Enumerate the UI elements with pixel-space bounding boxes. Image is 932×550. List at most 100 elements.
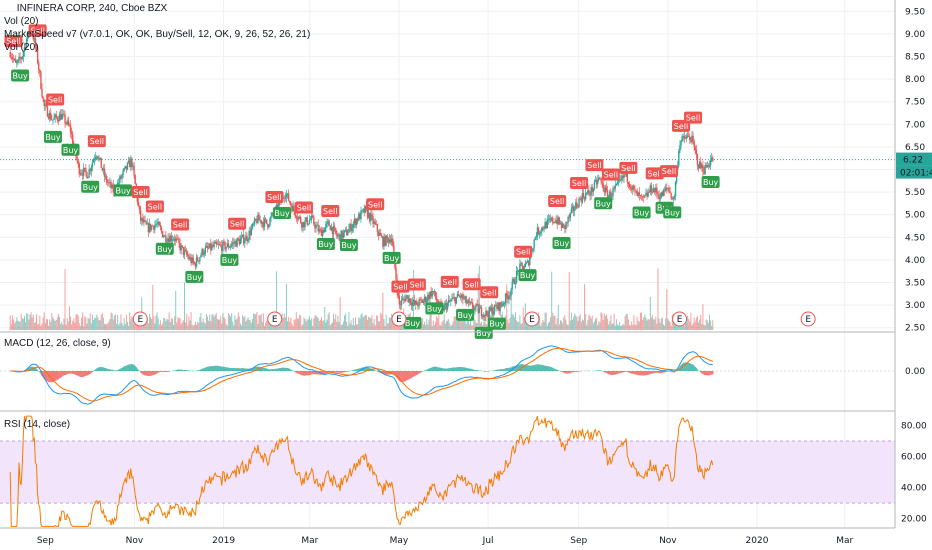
macd-histogram-bar [434, 366, 437, 371]
rsi-title[interactable]: RSI (14, close) [4, 419, 71, 430]
macd-histogram-bar [198, 370, 200, 371]
candle-body [544, 222, 546, 229]
candle-body [96, 156, 98, 158]
candle-body [473, 308, 475, 310]
macd-histogram-bar [98, 367, 100, 371]
buy-signal: Buy [632, 206, 651, 219]
macd-histogram-bar [535, 364, 538, 371]
macd-histogram-bar [633, 371, 635, 375]
time-tick-label: 2019 [212, 536, 235, 546]
volume-bar [292, 325, 294, 330]
candle-body [21, 56, 23, 59]
legend-indicator-marketspeed[interactable]: MarketSpeed v7 (v7.0.1, OK, OK, Buy/Sell… [4, 29, 311, 40]
macd-title[interactable]: MACD (12, 26, close, 9) [4, 338, 111, 349]
candle-body [468, 300, 471, 303]
volume-bar [372, 323, 374, 330]
sell-signal: Sell [659, 165, 678, 178]
candle-body [263, 218, 266, 227]
macd-histogram-bar [130, 364, 132, 371]
signal-label: Sell [686, 114, 700, 123]
candle-body [638, 192, 641, 196]
candle-body [199, 257, 201, 262]
volume-bar [102, 317, 104, 330]
candle-body [170, 235, 173, 241]
candle-body [127, 160, 130, 163]
candle-body [390, 238, 393, 243]
macd-histogram-bar [175, 370, 177, 371]
candle-body [447, 300, 450, 304]
macd-histogram-bar [438, 367, 440, 371]
volume-bar [485, 323, 487, 330]
candle-body [18, 56, 20, 60]
candle-body [558, 217, 561, 224]
buy-signal: Buy [316, 237, 335, 250]
symbol-title[interactable]: ell INFINERA CORP, 240, Cboe BZX [4, 2, 310, 15]
macd-histogram-bar [358, 368, 360, 371]
candle-body [310, 215, 313, 220]
candle-body [592, 188, 595, 192]
macd-histogram-bar [613, 371, 615, 375]
volume-bar [96, 314, 98, 330]
macd-histogram-bar [454, 367, 456, 371]
candle-body [564, 225, 566, 229]
signal-badge [321, 205, 340, 218]
legend-indicator-vol[interactable]: Vol (20) [4, 16, 39, 27]
signal-label: Sell [464, 280, 478, 289]
candle-body [540, 231, 542, 233]
volume-bar [133, 323, 135, 330]
signal-badge [87, 135, 106, 148]
signal-label: Sell [230, 220, 244, 229]
candle-body [584, 193, 587, 200]
volume-bar [225, 324, 227, 330]
macd-histogram-bar [450, 367, 452, 371]
macd-histogram-bar [252, 367, 255, 371]
macd-histogram-bar [315, 371, 317, 375]
candle-body [363, 208, 365, 213]
macd-histogram-bar [618, 371, 621, 374]
candle-body [629, 187, 632, 189]
macd-histogram-bar [205, 367, 208, 371]
macd-histogram-bar [314, 371, 316, 375]
candle-body [689, 136, 691, 140]
signal-badge [474, 326, 493, 339]
volume-bar [705, 319, 707, 330]
volume-bar [124, 323, 126, 330]
candle-body [443, 304, 445, 311]
candle-body [309, 219, 312, 221]
macd-histogram-bar [461, 367, 463, 371]
macd-histogram-bar [107, 368, 109, 371]
volume-bar [638, 321, 640, 330]
volume-bar [565, 319, 567, 330]
candle-body [474, 307, 476, 310]
macd-histogram-bar [126, 365, 129, 371]
candle-body [68, 124, 71, 126]
candle-body [85, 167, 87, 173]
volume-bar [192, 325, 194, 330]
macd-histogram-bar [506, 367, 508, 371]
candle-body [299, 217, 302, 223]
macd-histogram-bar [686, 362, 689, 371]
volume-bar [633, 315, 635, 330]
candle-body [143, 220, 145, 223]
candle-body [389, 239, 392, 243]
macd-histogram-bar [538, 364, 541, 371]
candle-body [616, 181, 619, 185]
macd-histogram-bar [359, 368, 361, 371]
candle-body [320, 229, 323, 237]
candle-body [328, 221, 330, 226]
sell-signal: Sell [321, 205, 340, 218]
macd-histogram-bar [271, 369, 273, 371]
candle-body [371, 214, 373, 217]
legend-indicator-vol-2[interactable]: Vol (20) [4, 42, 39, 53]
candle-body [22, 51, 25, 57]
macd-histogram-bar [397, 371, 399, 380]
volume-bar [661, 317, 663, 330]
macd-histogram-bar [545, 366, 547, 371]
macd-histogram-bar [116, 369, 119, 371]
volume-bar [150, 317, 152, 330]
volume-bar [220, 316, 222, 330]
candle-body [247, 239, 249, 242]
macd-histogram-bar [63, 371, 65, 376]
signal-badge [81, 180, 100, 193]
